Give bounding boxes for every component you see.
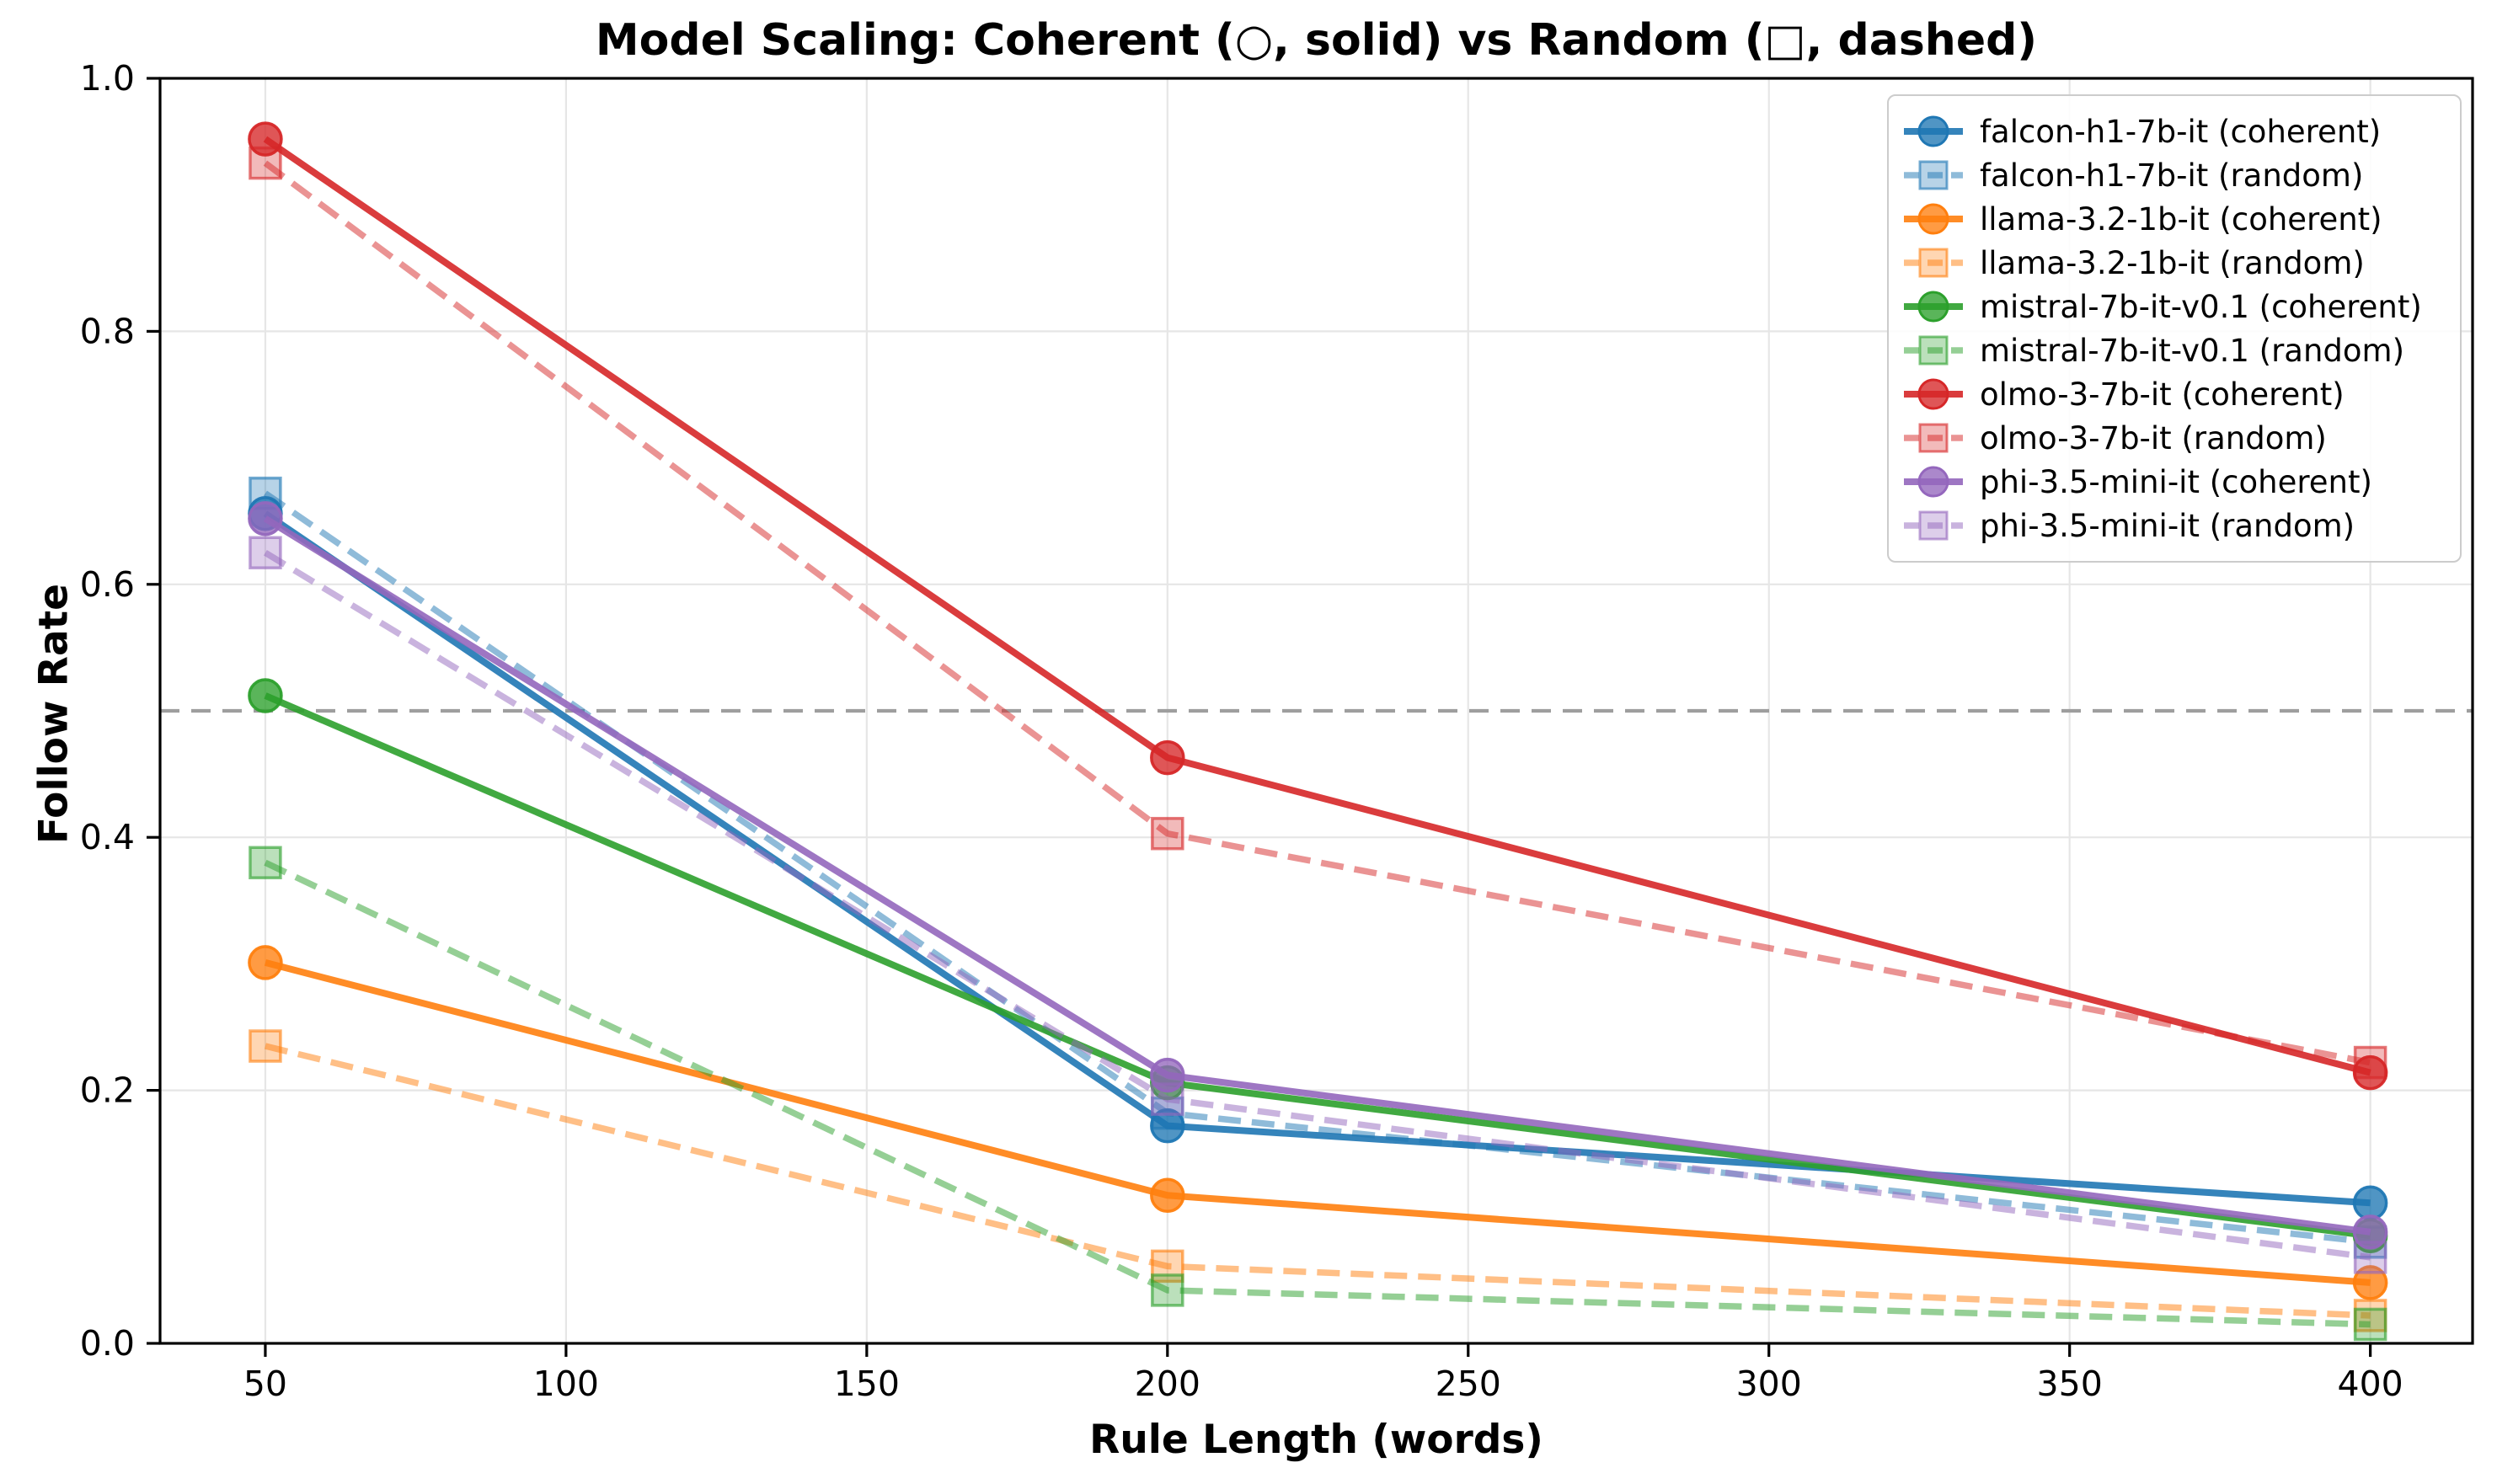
x-tick-label: 400	[2338, 1364, 2403, 1404]
x-tick-label: 250	[1436, 1364, 1501, 1404]
marker-square-phi-3.5-mini-it-random	[2353, 1241, 2387, 1274]
series-line-llama-3.2-1b-it-random	[265, 1043, 2371, 1319]
legend-item-olmo-3-7b-it-coherent: olmo-3-7b-it (coherent)	[1902, 372, 2445, 416]
marker-circle-llama-3.2-1b-it-coherent	[1150, 1177, 1185, 1214]
legend: falcon-h1-7b-it (coherent) falcon-h1-7b-i…	[1887, 94, 2462, 563]
marker-square-olmo-3-7b-it-random	[249, 146, 282, 180]
y-tick-label: 0.0	[80, 1323, 135, 1364]
marker-circle-llama-3.2-1b-it-coherent	[248, 945, 283, 980]
series-line-olmo-3-7b-it-random	[263, 160, 2371, 1066]
x-tick-label: 150	[834, 1364, 900, 1404]
legend-item-llama-3.2-1b-it-coherent: llama-3.2-1b-it (coherent)	[1902, 197, 2445, 241]
marker-circle-olmo-3-7b-it-coherent	[1150, 739, 1185, 776]
legend-item-falcon-h1-7b-it-random: falcon-h1-7b-it (random)	[1902, 153, 2445, 197]
marker-circle-falcon-h1-7b-it-coherent	[2352, 1185, 2388, 1221]
square-line-sample-icon	[1904, 510, 1963, 541]
legend-label: falcon-h1-7b-it (coherent)	[1980, 113, 2382, 150]
marker-square-phi-3.5-mini-it-random	[249, 536, 282, 569]
square-line-sample-icon	[1904, 335, 1963, 366]
circle-line-sample-icon	[1904, 203, 1963, 235]
circle-line-sample-icon	[1904, 378, 1963, 410]
circle-line-sample-icon	[1904, 291, 1963, 323]
series-line-phi-3.5-mini-it-random	[263, 550, 2371, 1261]
y-tick-label: 0.6	[80, 564, 135, 605]
marker-square-mistral-7b-it-v0.1-random	[1151, 1273, 1184, 1307]
legend-item-falcon-h1-7b-it-coherent: falcon-h1-7b-it (coherent)	[1902, 109, 2445, 153]
x-tick-label: 50	[243, 1364, 287, 1404]
y-tick-label: 0.8	[80, 311, 135, 351]
legend-item-phi-3.5-mini-it-random: phi-3.5-mini-it (random)	[1902, 504, 2445, 547]
x-tick-label: 100	[533, 1364, 599, 1404]
legend-item-olmo-3-7b-it-random: olmo-3-7b-it (random)	[1902, 416, 2445, 460]
legend-label: mistral-7b-it-v0.1 (coherent)	[1980, 288, 2422, 325]
marker-square-mistral-7b-it-v0.1-random	[2353, 1307, 2387, 1342]
marker-square-llama-3.2-1b-it-random	[249, 1029, 282, 1063]
x-tick-label: 300	[1736, 1364, 1802, 1404]
square-line-sample-icon	[1904, 160, 1963, 190]
marker-circle-phi-3.5-mini-it-coherent	[2352, 1214, 2388, 1250]
legend-item-mistral-7b-it-v0.1-coherent: mistral-7b-it-v0.1 (coherent)	[1902, 285, 2445, 328]
axes-spines	[158, 77, 2474, 1345]
marker-square-mistral-7b-it-v0.1-random	[249, 846, 282, 879]
legend-label: phi-3.5-mini-it (coherent)	[1980, 463, 2372, 500]
y-tick-label: 0.2	[80, 1070, 135, 1111]
marker-square-phi-3.5-mini-it-random	[1151, 1082, 1184, 1116]
square-line-sample-icon	[1904, 423, 1963, 453]
legend-label: olmo-3-7b-it (coherent)	[1980, 376, 2345, 413]
marker-square-olmo-3-7b-it-random	[1151, 816, 1184, 851]
legend-label: llama-3.2-1b-it (random)	[1980, 244, 2365, 281]
legend-label: olmo-3-7b-it (random)	[1980, 419, 2327, 456]
y-tick-label: 0.4	[80, 817, 135, 857]
legend-item-mistral-7b-it-v0.1-random: mistral-7b-it-v0.1 (random)	[1902, 328, 2445, 372]
circle-line-sample-icon	[1904, 115, 1963, 147]
legend-label: llama-3.2-1b-it (coherent)	[1980, 200, 2382, 238]
legend-item-llama-3.2-1b-it-random: llama-3.2-1b-it (random)	[1902, 241, 2445, 285]
marker-circle-mistral-7b-it-v0.1-coherent	[248, 678, 283, 713]
legend-label: mistral-7b-it-v0.1 (random)	[1980, 332, 2405, 369]
y-axis-label: Follow Rate	[30, 583, 78, 845]
legend-label: phi-3.5-mini-it (random)	[1980, 507, 2355, 544]
series-line-falcon-h1-7b-it-random	[263, 490, 2371, 1246]
y-tick-label: 1.0	[80, 58, 135, 99]
x-tick-label: 200	[1135, 1364, 1200, 1404]
legend-label: falcon-h1-7b-it (random)	[1980, 157, 2364, 194]
circle-line-sample-icon	[1904, 466, 1963, 498]
legend-item-phi-3.5-mini-it-coherent: phi-3.5-mini-it (coherent)	[1902, 460, 2445, 504]
marker-circle-llama-3.2-1b-it-coherent	[2352, 1265, 2388, 1300]
square-line-sample-icon	[1904, 248, 1963, 278]
x-axis-label: Rule Length (words)	[1089, 1417, 1543, 1463]
series-line-mistral-7b-it-v0.1-random	[264, 859, 2371, 1328]
x-tick-label: 350	[2037, 1364, 2103, 1404]
marker-square-olmo-3-7b-it-random	[2353, 1045, 2387, 1080]
series-line-mistral-7b-it-v0.1-coherent	[264, 692, 2371, 1240]
chart-title: Model Scaling: Coherent (○, solid) vs Ra…	[595, 15, 2038, 66]
marker-circle-phi-3.5-mini-it-coherent	[248, 500, 283, 536]
